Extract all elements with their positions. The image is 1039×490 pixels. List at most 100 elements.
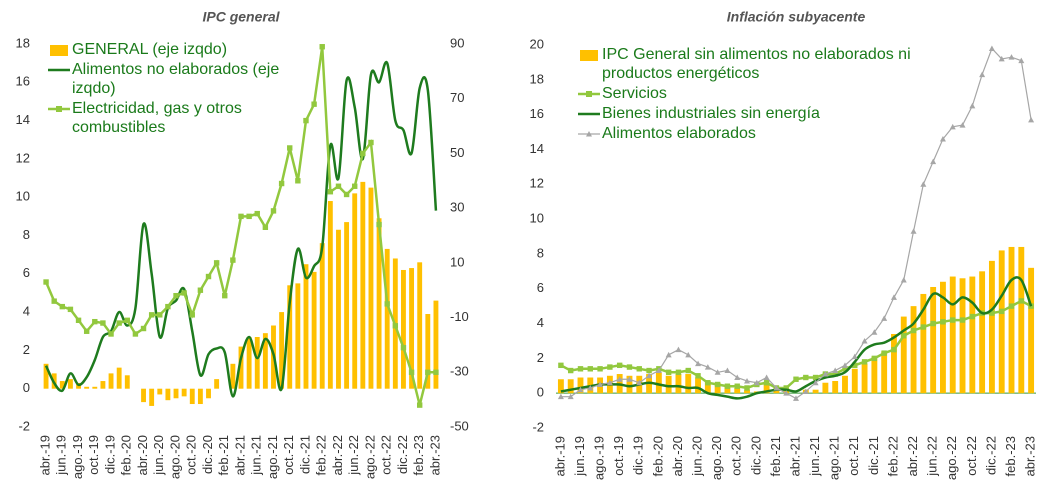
marker [685, 351, 692, 358]
marker [940, 319, 946, 325]
bar [930, 286, 937, 394]
marker [59, 303, 66, 310]
marker [577, 386, 584, 393]
x-tick-label: dic.-21 [866, 436, 881, 475]
bar [988, 260, 995, 394]
marker [425, 369, 431, 375]
y2-tick-label: 10 [450, 254, 464, 269]
x-tick-label: ago.-21 [827, 436, 842, 480]
marker [616, 376, 623, 382]
bar [665, 375, 672, 394]
x-tick-label: abr.-22 [330, 435, 345, 475]
marker [988, 45, 995, 51]
y2-tick-label: 70 [450, 90, 464, 105]
marker [832, 371, 838, 377]
marker [597, 366, 603, 372]
y-tick-label: 10 [16, 189, 30, 204]
legend-label: IPC General sin alimentos no elaborados … [602, 46, 911, 82]
marker [734, 374, 741, 381]
x-tick-label: feb.-23 [1003, 436, 1018, 476]
x-tick-label: abr.-19 [37, 435, 52, 475]
legend-item: Servicios [578, 84, 928, 103]
legend-label: Bienes industriales sin energía [602, 105, 820, 122]
x-tick-label: abr.-21 [787, 436, 802, 476]
y-tick-label: 10 [530, 211, 544, 226]
legend-label: Alimentos elaborados [602, 125, 756, 142]
marker [587, 384, 594, 391]
marker [989, 310, 995, 316]
marker [157, 312, 163, 318]
bar [149, 388, 155, 406]
x-tick-label: dic.-19 [102, 435, 117, 474]
y-tick-label: 12 [16, 150, 30, 165]
marker [433, 369, 439, 375]
marker [744, 385, 750, 391]
bar [327, 201, 333, 389]
x-tick-label: abr.-23 [1023, 436, 1038, 476]
y-tick-label: 2 [23, 342, 30, 357]
marker [254, 210, 260, 217]
bar [714, 382, 721, 394]
marker [930, 320, 936, 327]
swatch-marker [586, 91, 592, 97]
bar [43, 363, 49, 389]
marker [408, 369, 415, 375]
x-tick-label: jun.-20 [151, 435, 166, 476]
y-tick-label: -2 [532, 419, 544, 434]
marker [287, 145, 293, 151]
marker [1018, 298, 1025, 304]
x-tick-label: oct.-21 [846, 436, 861, 476]
marker [626, 364, 633, 370]
marker [851, 353, 858, 360]
x-tick-label: feb.-20 [650, 436, 665, 476]
marker [783, 390, 790, 396]
y-tick-label: 0 [23, 380, 30, 395]
marker [655, 367, 662, 374]
marker [734, 383, 740, 389]
bar [157, 388, 163, 395]
bar [254, 336, 260, 389]
marker [246, 213, 252, 220]
x-tick-label: jun.-20 [689, 436, 704, 477]
x-tick-label: ago.-19 [70, 435, 85, 479]
marker [695, 360, 702, 367]
legend-item: Alimentos elaborados [578, 124, 928, 143]
marker [567, 393, 574, 400]
marker [116, 320, 122, 326]
x-tick-label: jun.-21 [249, 435, 264, 476]
bar [214, 379, 220, 389]
bar [891, 333, 897, 394]
x-tick-label: oct.-22 [964, 436, 979, 476]
bar [695, 377, 701, 394]
bar [724, 386, 731, 394]
marker [969, 313, 976, 320]
marker [222, 292, 228, 299]
legend-label: GENERAL (eje izqdo) [72, 41, 228, 58]
legend-swatch [50, 45, 68, 56]
marker [685, 367, 691, 374]
line [44, 60, 438, 398]
marker [812, 379, 819, 386]
legend: GENERAL (eje izqdo) Alimentos no elaborad… [48, 40, 298, 137]
y-tick-label: 6 [537, 280, 544, 295]
bar [1028, 267, 1035, 394]
x-tick-label: dic.-19 [631, 436, 646, 475]
bar [425, 314, 431, 389]
marker [999, 308, 1005, 315]
y-tick-label: 0 [537, 385, 544, 400]
bar [900, 316, 907, 394]
marker [189, 312, 195, 318]
x-tick-label: jun.-21 [807, 436, 822, 477]
legend-label: Alimentos no elaborados (eje izqdo) [72, 61, 280, 97]
x-tick-label: abr.-23 [427, 435, 442, 475]
legend-item: Bienes industriales sin energía [578, 104, 928, 123]
y-tick-label: 20 [530, 36, 544, 51]
marker [597, 381, 604, 387]
marker [360, 150, 366, 157]
bar [344, 222, 350, 389]
bar [851, 368, 858, 394]
y-tick-label: 4 [537, 315, 544, 330]
marker [773, 384, 780, 391]
marker [783, 385, 789, 391]
bar [433, 300, 439, 389]
